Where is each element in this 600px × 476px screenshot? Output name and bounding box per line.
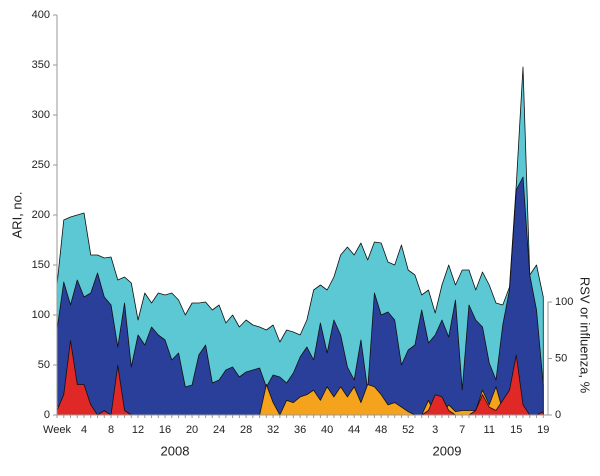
x-tick-label: 44: [348, 424, 360, 436]
y-tick-label: 400: [32, 9, 50, 21]
y2-tick-label: 100: [555, 296, 573, 308]
y-tick-label: 300: [32, 109, 50, 121]
x-tick-label: 24: [213, 424, 225, 436]
x-tick-label: 19: [537, 424, 549, 436]
y2-tick-label: 0: [555, 409, 561, 421]
x-tick-label: 20: [186, 424, 198, 436]
x-tick-label: 28: [240, 424, 252, 436]
y2-axis-title: RSV or influenza, %: [578, 277, 593, 394]
y-tick-label: 250: [32, 159, 50, 171]
y2-tick-label: 50: [555, 352, 567, 364]
y-tick-label: 200: [32, 209, 50, 221]
year-label: 2008: [161, 443, 190, 458]
x-tick-label: 15: [510, 424, 522, 436]
x-tick-label: 12: [132, 424, 144, 436]
y-tick-label: 150: [32, 259, 50, 271]
x-tick-label: 16: [159, 424, 171, 436]
y-tick-label: 50: [38, 359, 50, 371]
x-tick-label: 7: [459, 424, 465, 436]
x-tick-label: 4: [81, 424, 87, 436]
y-axis-title: ARI, no.: [9, 192, 24, 239]
x-tick-label: 36: [294, 424, 306, 436]
x-tick-label: 3: [432, 424, 438, 436]
y-tick-label: 350: [32, 59, 50, 71]
y-tick-label: 100: [32, 309, 50, 321]
year-label: 2009: [433, 443, 462, 458]
x-tick-label: 32: [267, 424, 279, 436]
x-tick-label: 52: [402, 424, 414, 436]
x-tick-label: 8: [108, 424, 114, 436]
area: [56, 176, 544, 416]
y-tick-label: 0: [44, 409, 50, 421]
x-tick-label: 48: [375, 424, 387, 436]
x-tick-label: 40: [321, 424, 333, 436]
x-tick-label: Week: [43, 424, 71, 436]
x-tick-label: 11: [484, 424, 495, 436]
